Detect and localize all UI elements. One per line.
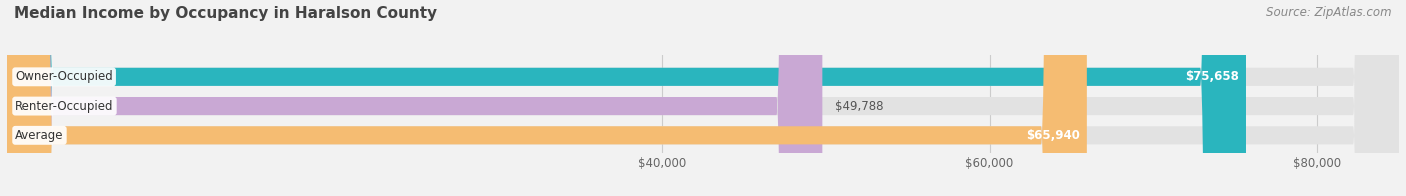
Text: Median Income by Occupancy in Haralson County: Median Income by Occupancy in Haralson C… [14,6,437,21]
Text: $49,788: $49,788 [835,100,884,113]
FancyBboxPatch shape [7,0,823,196]
FancyBboxPatch shape [7,0,1087,196]
Text: Source: ZipAtlas.com: Source: ZipAtlas.com [1267,6,1392,19]
Text: Renter-Occupied: Renter-Occupied [15,100,114,113]
FancyBboxPatch shape [7,0,1246,196]
FancyBboxPatch shape [7,0,1399,196]
FancyBboxPatch shape [7,0,1399,196]
FancyBboxPatch shape [7,0,1399,196]
Text: Owner-Occupied: Owner-Occupied [15,70,112,83]
Text: $65,940: $65,940 [1026,129,1080,142]
Text: $75,658: $75,658 [1185,70,1240,83]
Text: Average: Average [15,129,63,142]
